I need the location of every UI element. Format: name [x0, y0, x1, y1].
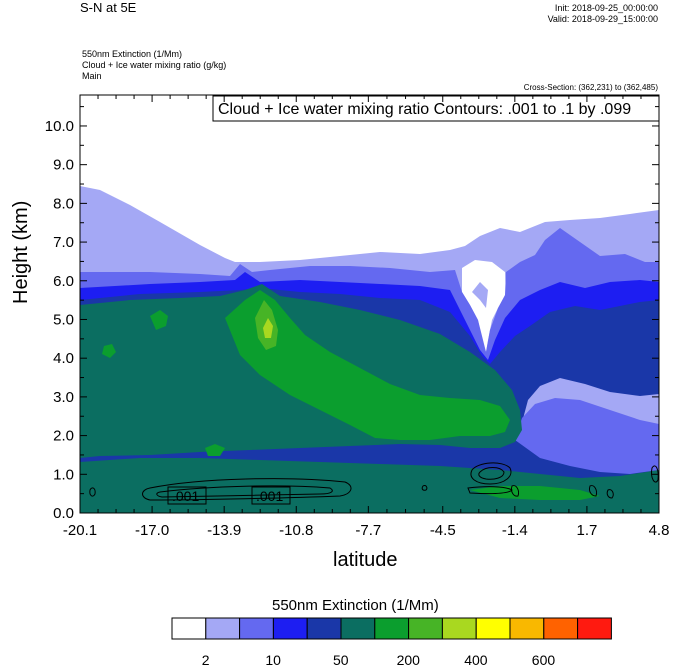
- mixing-ratio-contours: [89, 462, 659, 501]
- colorbar-tick-label: 400: [464, 652, 488, 668]
- colorbar-tick-label: 600: [531, 652, 556, 668]
- contour-label: .001: [172, 488, 199, 504]
- extinction-band-10-50-pocket: [515, 398, 659, 474]
- extinction-band-clear: [462, 260, 506, 352]
- extinction-field: [80, 95, 659, 513]
- contour-line: [478, 467, 505, 480]
- colorbar-swatch: [340, 617, 376, 640]
- x-tick-label: -1.4: [502, 522, 528, 539]
- y-tick-label: 8.0: [53, 195, 74, 212]
- valid-time: Valid: 2018-09-29_15:00:00: [547, 14, 658, 24]
- y-tick-label: 9.0: [53, 157, 74, 174]
- field-mixing-ratio: Cloud + Ice water mixing ratio (g/kg): [82, 60, 227, 70]
- contour-line: [467, 486, 513, 495]
- x-tick-label: -17.0: [135, 522, 169, 539]
- x-tick-label: 1.7: [576, 522, 597, 539]
- init-time: Init: 2018-09-25_00:00:00: [554, 3, 658, 13]
- extinction-band-400-500: [263, 318, 273, 338]
- y-tick-label: 10.0: [45, 118, 74, 135]
- x-tick-label: -10.8: [279, 522, 313, 539]
- y-tick-label: 5.0: [53, 311, 74, 328]
- x-axis-label: latitude: [333, 549, 398, 571]
- colorbar-swatch: [577, 617, 612, 640]
- field-extinction: 550nm Extinction (1/Mm): [82, 49, 183, 59]
- contour-label-box: [251, 486, 291, 505]
- colorbar-swatch: [171, 617, 207, 640]
- colorbar-swatch: [239, 617, 274, 640]
- colorbar-swatch: [306, 617, 342, 640]
- colorbar-swatch: [509, 617, 545, 640]
- x-tick-label: -20.1: [63, 522, 97, 539]
- contour-line: [142, 478, 352, 501]
- field-main: Main: [82, 71, 102, 81]
- contour-line: [470, 462, 512, 485]
- extinction-band-200-300-blob: [150, 310, 168, 330]
- time-info: Init: 2018-09-25_00:00:00 Valid: 2018-09…: [548, 3, 658, 25]
- colorbar-swatch: [441, 617, 477, 640]
- x-tick-label: -13.9: [207, 522, 241, 539]
- colorbar-swatch: [272, 617, 308, 640]
- y-axis-label: Height (km): [10, 200, 32, 304]
- contour-label: .001: [256, 488, 283, 504]
- contour-line: [606, 489, 614, 499]
- contour-label-box: [167, 486, 207, 505]
- colorbar-swatch: [205, 617, 241, 640]
- contour-line: [651, 465, 659, 483]
- extinction-band-200-300-blob: [205, 444, 225, 456]
- contour-line: [511, 485, 519, 497]
- cross-section-label: Cross-Section: (362,231) to (362,485): [523, 83, 658, 92]
- y-tick-label: 7.0: [53, 234, 74, 251]
- colorbar-tick-label: 2: [201, 652, 210, 668]
- x-tick-label: 4.8: [649, 522, 670, 539]
- colorbar-swatch: [543, 617, 579, 640]
- x-tick-label: -7.7: [355, 522, 381, 539]
- extinction-band-200-300-blob: [102, 344, 116, 358]
- y-tick-label: 4.0: [53, 350, 74, 367]
- extinction-band-2-10: [472, 282, 488, 308]
- colorbar-tick-label: 200: [396, 652, 420, 668]
- colorbar-swatch: [475, 617, 511, 640]
- extinction-band-200-300-surface: [470, 486, 600, 500]
- contour-labels: .001 .001: [167, 486, 291, 505]
- contour-info-box: [212, 95, 660, 122]
- colorbar-tick-label: 50: [333, 652, 349, 668]
- y-tick-label: 6.0: [53, 273, 74, 290]
- field-info: 550nm Extinction (1/Mm) Cloud + Ice wate…: [82, 49, 226, 82]
- y-tick-label: 1.0: [53, 466, 74, 483]
- y-tick-label: 0.0: [53, 505, 74, 522]
- plot-frame: [79, 94, 660, 514]
- axes: 0.0 1.0 2.0 3.0 4.0 5.0 6.0 7.0 8.0 9.0 10.0 -20.1 -…: [45, 95, 670, 539]
- chart-title: S-N at 5E: [80, 0, 137, 15]
- colorbar: [171, 617, 612, 640]
- x-tick-label: -4.5: [430, 522, 456, 539]
- contour-line: [89, 487, 96, 497]
- contour-line: [421, 485, 428, 491]
- extinction-band-200-300: [225, 290, 510, 440]
- colorbar-swatch: [374, 617, 410, 640]
- colorbar-title: 550nm Extinction (1/Mm): [272, 597, 439, 614]
- y-tick-label: 3.0: [53, 389, 74, 406]
- colorbar-swatch: [408, 617, 443, 640]
- y-tick-label: 2.0: [53, 428, 74, 445]
- colorbar-tick-label: 10: [265, 652, 281, 668]
- contour-line: [589, 485, 597, 497]
- contour-info-text: Cloud + Ice water mixing ratio Contours:…: [218, 101, 631, 118]
- contour-line: [156, 485, 333, 498]
